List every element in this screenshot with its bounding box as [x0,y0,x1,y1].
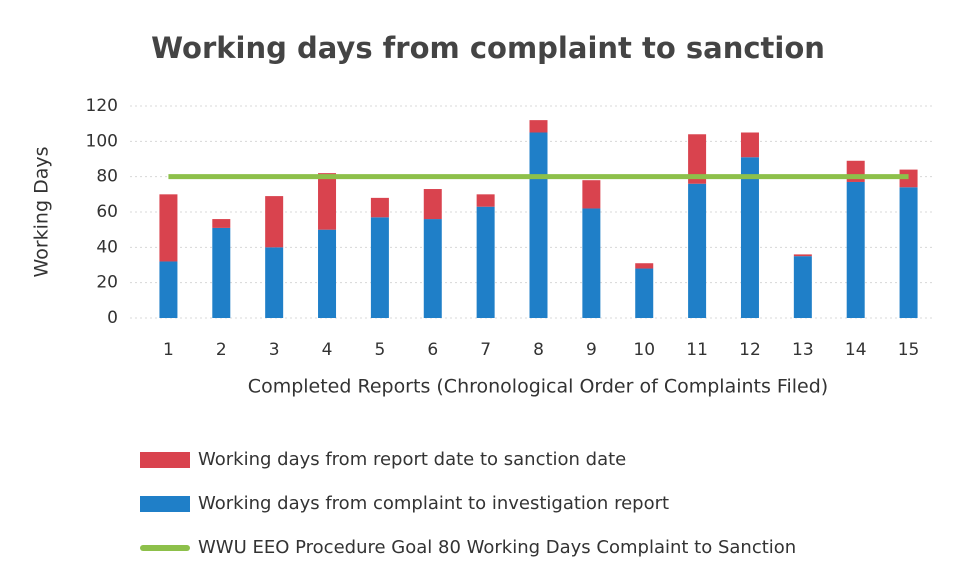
bar-segment [159,261,178,318]
legend-label: Working days from report date to sanctio… [198,449,626,470]
y-tick-label: 80 [96,167,118,187]
y-tick-label: 40 [96,237,118,257]
x-tick-label: 2 [216,340,227,360]
bar-segment [740,132,759,158]
x-tick-label: 1 [163,340,174,360]
bar-segment [159,194,178,262]
bar-segment [529,132,548,318]
legend-swatch [140,545,190,551]
bar-segment [688,183,707,318]
bar-segment [899,187,918,318]
x-tick-label: 8 [533,340,544,360]
bar-segment [793,256,812,318]
bar-segment [265,196,284,248]
y-tick-label: 20 [96,273,118,293]
bar-segment [635,263,654,269]
legend-swatch [140,452,190,468]
legend-swatch [140,496,190,512]
x-tick-label: 3 [269,340,280,360]
bar-segment [370,197,389,218]
x-tick-label: 12 [739,340,761,360]
bar-segment [635,268,654,318]
y-tick-label: 60 [96,202,118,222]
bar-segment [212,219,231,228]
legend-label: Working days from complaint to investiga… [198,493,669,514]
bar-segment [476,194,495,207]
x-tick-label: 13 [792,340,814,360]
x-tick-label: 11 [686,340,708,360]
y-tick-label: 100 [86,131,118,151]
x-tick-label: 10 [633,340,655,360]
legend-label: WWU EEO Procedure Goal 80 Working Days C… [198,537,796,558]
bar-segment [476,206,495,318]
x-tick-label: 5 [374,340,385,360]
bar-segment [423,189,442,220]
bar-segment [846,181,865,318]
bar-segment [793,254,812,257]
x-tick-label: 7 [480,340,491,360]
y-tick-label: 120 [86,96,118,116]
y-tick-label: 0 [107,308,118,328]
bar-segment [688,134,707,184]
bar-segment [212,227,231,318]
bar-segment [582,208,601,318]
bar-segment [318,173,337,230]
bar-segment [529,120,548,133]
bar-segment [370,217,389,318]
chart-title: Working days from complaint to sanction [151,31,825,65]
x-tick-label: 6 [427,340,438,360]
x-tick-label: 15 [898,340,920,360]
x-tick-label: 9 [586,340,597,360]
x-tick-label: 14 [845,340,867,360]
x-axis-label: Completed Reports (Chronological Order o… [248,376,828,398]
y-axis-label: Working Days [31,147,53,278]
bar-segment [740,157,759,318]
x-tick-label: 4 [322,340,333,360]
bar-segment [318,229,337,318]
bar-segment [265,247,284,318]
bar-segment [423,219,442,318]
bar-segment [582,180,601,209]
